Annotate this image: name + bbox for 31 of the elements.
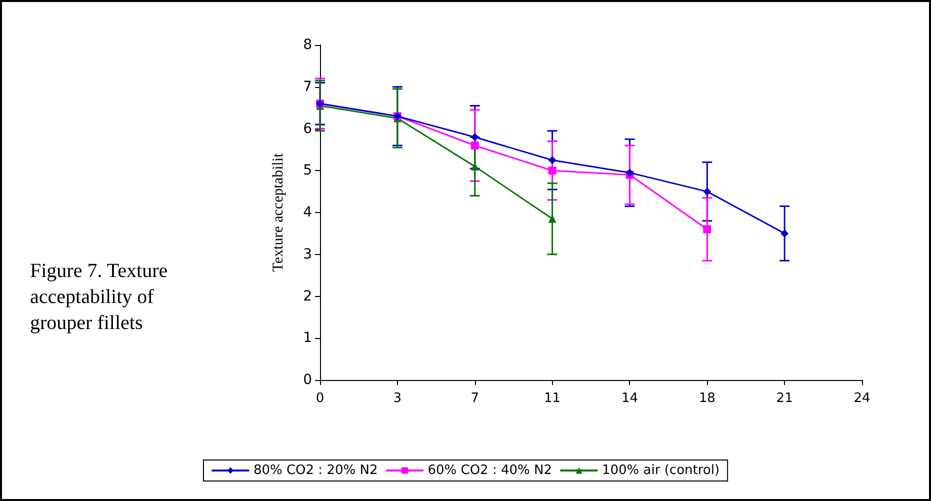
x-tick-label: 7 xyxy=(470,391,479,406)
y-tick-label: 4 xyxy=(303,204,312,220)
y-tick-label: 7 xyxy=(303,78,312,95)
x-tick-label: 11 xyxy=(544,391,561,406)
legend-label: 80% CO2 : 20% N2 xyxy=(253,463,378,478)
point xyxy=(470,162,479,170)
y-tick-label: 6 xyxy=(303,120,312,137)
x-tick-label: 24 xyxy=(854,391,870,406)
y-tick-label: 3 xyxy=(303,246,312,262)
x-tick-label: 14 xyxy=(621,391,638,406)
y-tick-label: 1 xyxy=(303,330,312,346)
x-tick-label: 21 xyxy=(776,391,793,406)
y-tick-label: 5 xyxy=(303,162,312,179)
x-tick-label: 3 xyxy=(393,391,402,406)
point xyxy=(470,142,479,150)
point xyxy=(703,225,712,234)
x-tick-label: 18 xyxy=(698,391,716,406)
legend-label: 100% air (control) xyxy=(602,463,720,478)
y-tick-label: 8 xyxy=(303,37,312,53)
y-axis-title: Texture acceptabilit xyxy=(270,152,286,272)
point xyxy=(703,188,712,196)
caption: Figure 7. Texture acceptability of grouper fillets xyxy=(30,260,173,334)
point xyxy=(780,229,789,238)
point xyxy=(470,133,479,142)
point xyxy=(548,156,556,164)
point xyxy=(548,166,556,175)
point xyxy=(548,214,556,223)
x-tick-label: 0 xyxy=(316,391,324,406)
legend-label: 60% CO2 : 40% N2 xyxy=(428,463,552,478)
y-tick-label: 0 xyxy=(303,372,312,388)
y-tick-label: 2 xyxy=(303,288,312,304)
